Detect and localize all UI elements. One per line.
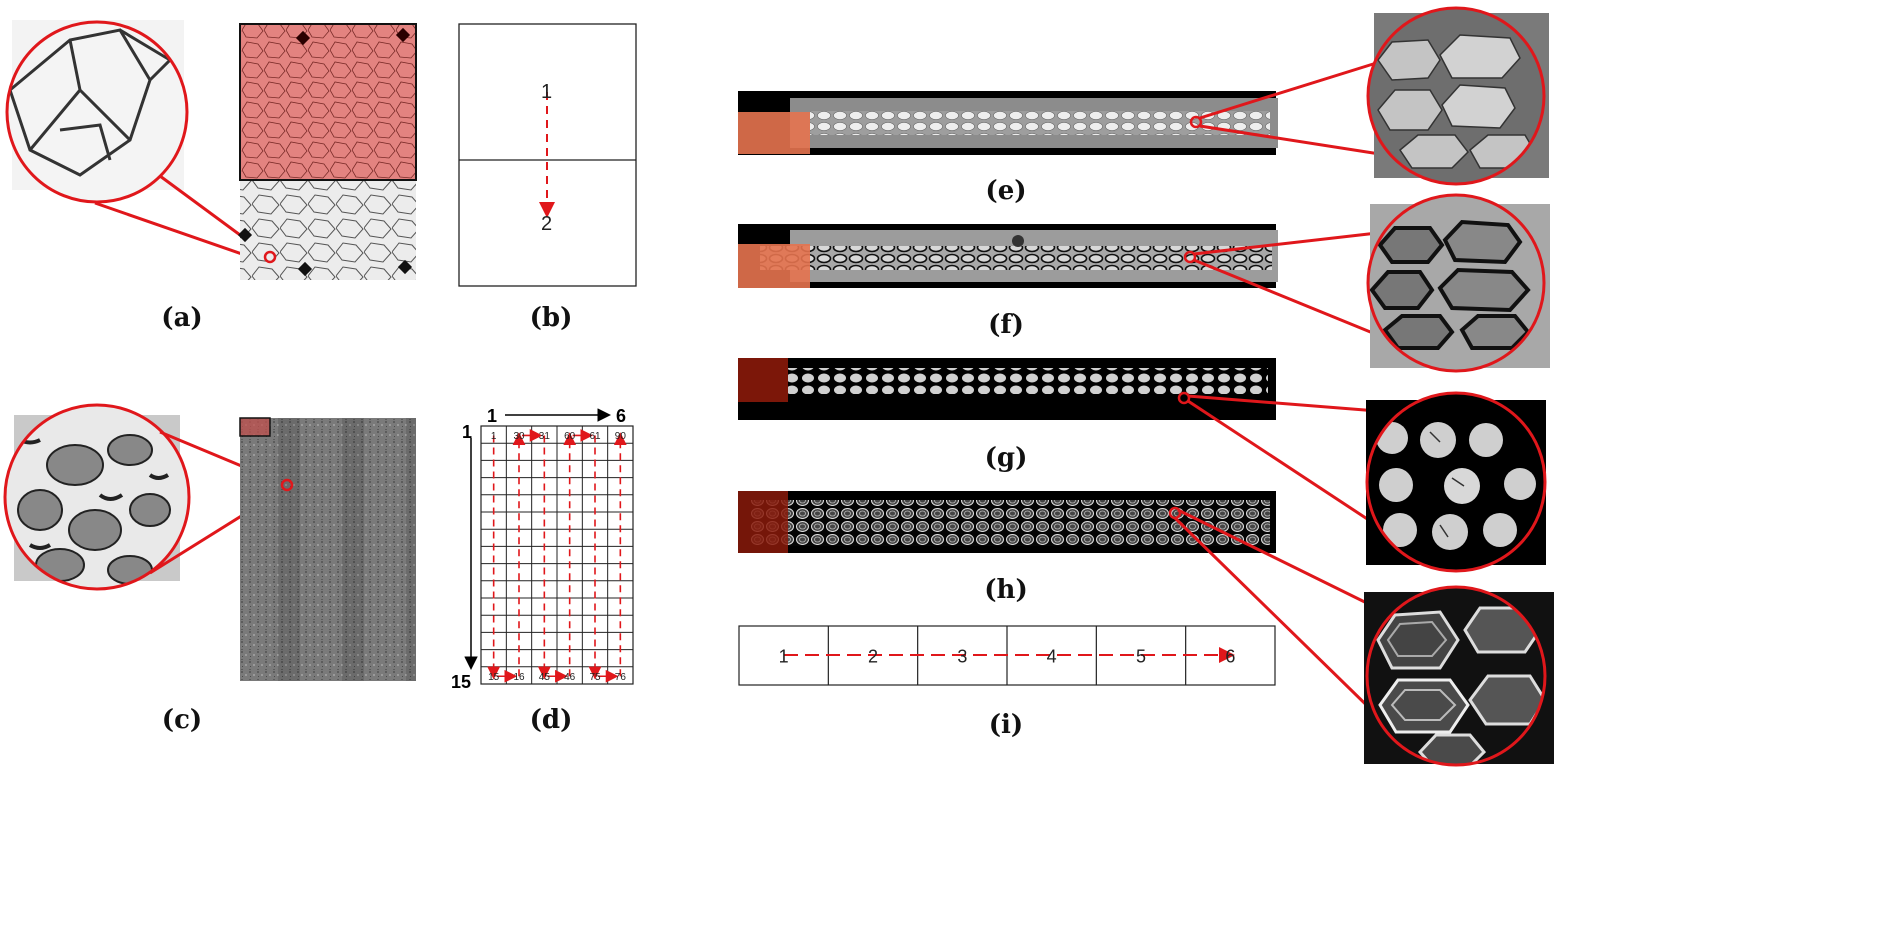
panel-label-a: (a) [161,303,203,333]
panel-f-first-tile-highlight [738,244,810,288]
panel-label-g: (g) [984,443,1028,473]
panel-e-sample-point [1189,115,1203,129]
panel-b-tile-1: 1 [541,81,552,103]
panel-d-top-numbers: 1 30 31 60 61 90 [491,431,626,442]
panel-f-sample-point [1183,250,1197,264]
panel-label-b: (b) [529,303,573,333]
panel-c-magnifier-circle [3,403,191,591]
panel-d-bottom-numbers: 15 16 45 46 75 76 [488,672,626,683]
panel-d-top-number: 31 [539,431,551,442]
panel-d-grid [480,425,634,685]
panel-i: 1 2 3 4 5 6 [738,625,1276,686]
panel-g-first-tile-highlight [738,358,788,402]
panel-a-sample-point [263,250,277,264]
panel-d-bottom-number: 76 [615,672,627,683]
panel-d-bottom-number: 46 [564,672,576,683]
panel-a-zoom-image [7,22,187,202]
panel-label-d: (d) [529,705,573,735]
panel-f-grain-strip [760,246,1272,270]
panel-d-scan-paths [487,429,627,683]
panel-i-tile-number: 2 [868,647,878,667]
panel-f-connector-line [1193,258,1391,342]
panel-b: 1 2 [458,23,637,287]
panel-i-tile-number: 1 [779,647,789,667]
panel-h-first-tile-highlight [738,491,788,553]
panel-e-first-tile-highlight [738,112,810,154]
panel-d-top-number: 60 [564,431,576,442]
panel-label-h: (h) [984,575,1028,605]
panel-d-col-end: 6 [616,406,626,426]
panel-label-i: (i) [988,710,1024,740]
panel-e-grain-strip [810,111,1270,135]
panel-h-connector-line [1173,516,1394,732]
panel-i-tile-number: 6 [1225,647,1235,667]
panel-label-e: (e) [985,176,1027,206]
panel-c-zoom-image [5,405,189,589]
panel-d-top-number: 30 [513,431,525,442]
panel-c [3,403,416,681]
panel-d-bottom-number: 75 [589,672,601,683]
panel-d-bottom-number: 45 [539,672,551,683]
panel-label-c: (c) [161,705,203,735]
panel-f [738,193,1550,373]
panel-g [738,358,1547,573]
panel-i-tile-numbers: 1 2 3 4 5 6 [779,647,1236,667]
panel-d-top-number: 1 [491,431,497,442]
panel-h-zoom-image [1367,587,1545,765]
panel-f-zoom-image [1368,195,1544,371]
panel-d-bottom-number: 16 [513,672,525,683]
panel-c-sample-point [280,478,294,492]
panel-c-specimen [240,418,416,681]
panel-d: 1 6 1 15 1 30 31 60 61 90 15 16 45 46 75 76 [451,406,634,692]
panel-d-top-number: 90 [615,431,627,442]
panel-d-col-start: 1 [487,406,497,426]
panel-g-magnifier-circle [1365,391,1547,573]
panel-e-connector-line [1199,124,1387,157]
panel-label-f: (f) [988,310,1024,340]
panel-d-row-end: 15 [451,672,471,692]
panel-a-magnifier-circle [5,20,189,204]
panel-e-magnifier-circle [1366,6,1546,186]
panel-b-tile-2: 2 [541,213,552,235]
panel-i-tile-number: 4 [1047,647,1057,667]
panel-f-magnifier-circle [1366,193,1546,373]
panel-a-specimen-lower [240,180,416,280]
panel-c-first-tile-highlight [239,417,271,437]
panel-i-tile-number: 5 [1136,647,1146,667]
panel-g-connector-line [1187,399,1385,532]
panel-a [5,20,417,280]
panel-h [738,491,1554,767]
panel-g-zoom-image [1367,393,1545,571]
panel-d-top-number: 61 [589,431,601,442]
panel-g-grain-strip [788,368,1268,394]
panel-g-sample-point [1177,391,1191,405]
panel-h-grain-strip [750,500,1270,546]
panel-a-specimen-highlight [239,23,417,181]
panel-h-magnifier-circle [1365,585,1547,767]
panel-e-zoom-image [1368,8,1544,184]
panel-e [738,6,1549,186]
panel-d-bottom-number: 15 [488,672,500,683]
panel-i-tile-number: 3 [957,647,967,667]
panel-d-row-start: 1 [462,422,472,442]
